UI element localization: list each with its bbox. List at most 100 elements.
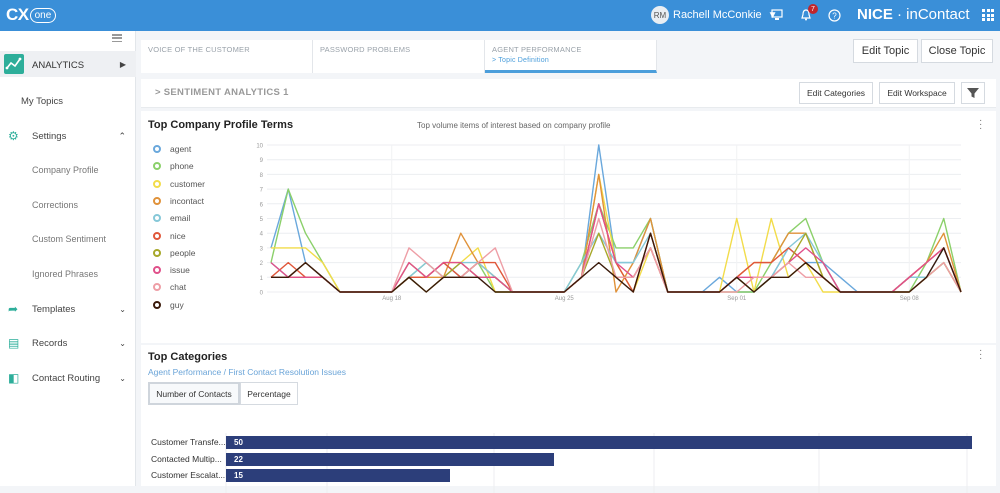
y-tick-label: 3: [260, 246, 264, 252]
profile-terms-card: Top Company Profile Terms Top volume ite…: [141, 111, 996, 343]
sidebar-item-company-profile[interactable]: Company Profile: [0, 162, 136, 178]
card-title: Top Categories: [148, 351, 228, 363]
templates-icon: ➦: [8, 302, 19, 316]
legend-item[interactable]: guy: [153, 300, 184, 310]
brand-logo: NICE · inContact: [857, 6, 970, 23]
legend-label: chat: [170, 282, 187, 293]
edit-categories-button[interactable]: Edit Categories: [799, 82, 873, 104]
menu-toggle-icon[interactable]: [112, 34, 122, 42]
section-header: > SENTIMENT ANALYTICS 1 Edit Categories …: [141, 79, 996, 108]
more-options-icon[interactable]: · · ·: [979, 115, 983, 134]
legend-item[interactable]: phone: [153, 161, 194, 171]
number-of-contacts-toggle[interactable]: Number of Contacts: [148, 382, 240, 405]
legend-dot-icon: [153, 145, 161, 153]
records-icon: ▤: [8, 336, 20, 350]
agent-icon[interactable]: [770, 8, 784, 22]
user-name: Rachell McConkie: [673, 9, 762, 21]
percentage-toggle[interactable]: Percentage: [240, 382, 298, 405]
legend-label: people: [170, 247, 196, 258]
x-tick-label: Sep 01: [727, 296, 747, 302]
sidebar-item-settings[interactable]: ⚙ Settings ⌃: [0, 128, 136, 144]
y-tick-label: 9: [260, 158, 264, 164]
legend-item[interactable]: email: [153, 213, 190, 223]
sidebar-item-corrections[interactable]: Corrections: [0, 197, 136, 213]
bar[interactable]: 15: [226, 469, 450, 482]
series-line-guy: [271, 232, 962, 293]
y-tick-label: 6: [260, 202, 264, 208]
legend-item[interactable]: agent: [153, 144, 191, 154]
y-tick-label: 8: [260, 173, 264, 179]
gear-icon: ⚙: [8, 129, 19, 143]
filter-icon: [967, 88, 979, 98]
topic-definition-link[interactable]: > Topic Definition: [492, 57, 549, 64]
sidebar-item-records[interactable]: ▤ Records ⌄: [0, 335, 136, 351]
legend-item[interactable]: issue: [153, 265, 190, 275]
cxone-logo[interactable]: CX one: [6, 4, 57, 26]
legend-item[interactable]: people: [153, 248, 196, 258]
section-title[interactable]: > SENTIMENT ANALYTICS 1: [155, 87, 289, 98]
y-tick-label: 0: [260, 291, 264, 297]
filter-button[interactable]: [961, 82, 985, 104]
breadcrumb[interactable]: Agent Performance / First Contact Resolu…: [148, 367, 346, 377]
tab-agent-performance[interactable]: AGENT PERFORMANCE > Topic Definition: [485, 40, 657, 73]
series-line-chat: [271, 217, 962, 293]
legend-item[interactable]: chat: [153, 282, 186, 292]
legend-label: nice: [170, 230, 186, 241]
legend-dot-icon: [153, 248, 161, 257]
x-tick-label: Aug 18: [382, 296, 402, 302]
line-chart: 0 1 2 3 4 5 6 7 8 9 10 Aug 18 Aug 25 Sep 01 Sep 08: [256, 144, 962, 302]
metric-toggle: Number of Contacts Percentage: [148, 382, 298, 405]
sidebar-item-contact-routing[interactable]: ◧ Contact Routing ⌄: [0, 370, 136, 386]
logo-suffix: one: [29, 7, 57, 23]
legend-label: phone: [170, 161, 194, 172]
y-tick-label: 1: [260, 276, 264, 282]
legend-label: email: [170, 213, 191, 224]
bar[interactable]: 50: [226, 436, 972, 449]
y-tick-label: 5: [260, 217, 264, 223]
app-grid-icon[interactable]: [982, 9, 994, 21]
edit-workspace-button[interactable]: Edit Workspace: [879, 82, 955, 104]
legend-item[interactable]: customer: [153, 179, 205, 189]
sidebar-item-label: Records: [32, 337, 68, 349]
analytics-icon: [4, 54, 24, 74]
legend-dot-icon: [153, 300, 161, 309]
y-tick-label: 7: [260, 188, 264, 194]
legend-dot-icon: [153, 214, 161, 223]
legend-label: issue: [170, 265, 190, 276]
legend-item[interactable]: incontact: [153, 196, 204, 206]
legend-dot-icon: [153, 196, 161, 205]
sidebar-item-label: Company Profile: [32, 165, 99, 175]
logo-text: CX: [6, 5, 29, 24]
legend-label: customer: [170, 178, 205, 189]
legend-label: incontact: [170, 195, 205, 206]
sidebar: ANALYTICS ▶ My Topics ⚙ Settings ⌃ Compa…: [0, 31, 136, 486]
sidebar-item-ignored-phrases[interactable]: Ignored Phrases: [0, 266, 136, 282]
tab-label: VOICE OF THE CUSTOMER: [148, 45, 250, 54]
user-menu[interactable]: RM Rachell McConkie ▼: [651, 6, 778, 24]
avatar: RM: [651, 6, 669, 24]
close-topic-button[interactable]: Close Topic: [921, 39, 993, 63]
help-icon[interactable]: ?: [827, 8, 841, 22]
main-content: VOICE OF THE CUSTOMER PASSWORD PROBLEMS …: [137, 31, 1000, 493]
sidebar-item-templates[interactable]: ➦ Templates ⌄: [0, 301, 136, 317]
chevron-right-icon: ▶: [119, 60, 126, 69]
edit-topic-button[interactable]: Edit Topic: [853, 39, 918, 63]
sidebar-item-analytics[interactable]: ANALYTICS ▶: [0, 51, 136, 77]
sidebar-item-custom-sentiment[interactable]: Custom Sentiment: [0, 231, 136, 247]
more-options-icon[interactable]: · · ·: [979, 345, 983, 364]
routing-icon: ◧: [8, 371, 20, 385]
y-tick-label: 2: [260, 261, 264, 267]
y-tick-label: 4: [260, 232, 264, 238]
tab-voice-of-the-customer[interactable]: VOICE OF THE CUSTOMER: [141, 40, 313, 73]
sidebar-item-my-topics[interactable]: My Topics: [0, 93, 136, 109]
legend-label: guy: [170, 299, 184, 310]
sidebar-item-label: Settings: [32, 130, 67, 142]
tab-password-problems[interactable]: PASSWORD PROBLEMS: [313, 40, 485, 73]
legend-item[interactable]: nice: [153, 231, 186, 241]
chevron-up-icon: ⌃: [118, 130, 126, 141]
svg-text:?: ?: [832, 11, 837, 20]
bell-icon[interactable]: [799, 8, 813, 22]
bar[interactable]: 22: [226, 452, 555, 466]
tab-label: PASSWORD PROBLEMS: [320, 45, 411, 54]
sidebar-item-label: Corrections: [32, 200, 79, 210]
